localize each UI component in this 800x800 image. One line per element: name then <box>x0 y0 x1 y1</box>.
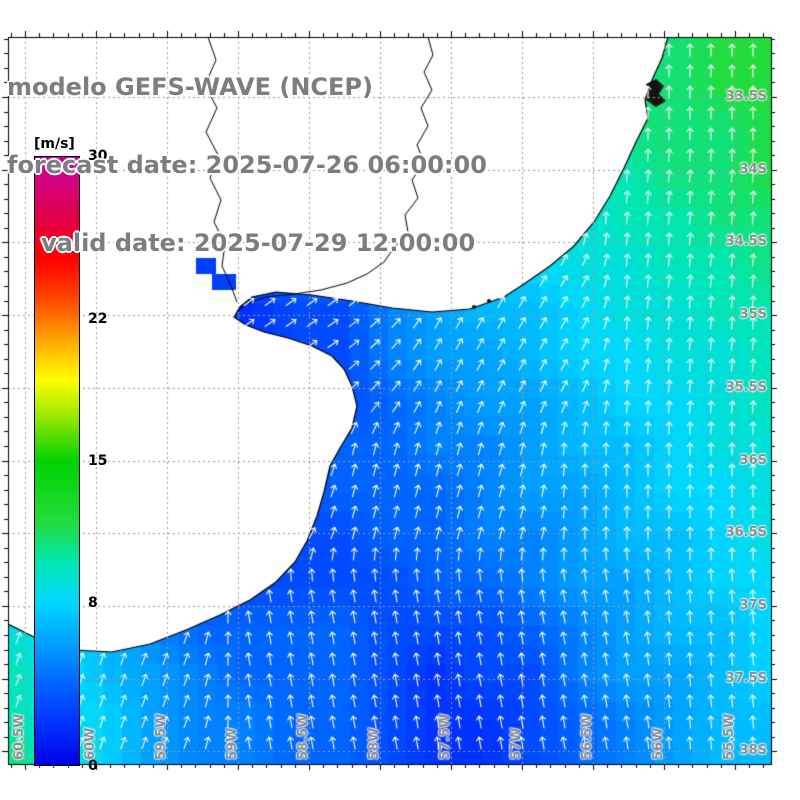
longitude-label: 59.5W <box>154 713 169 760</box>
colorbar-unit-label: [m/s] <box>34 136 75 152</box>
title-block: modelo GEFS-WAVE (NCEP) forecast date: 2… <box>7 22 487 308</box>
latitude-label: 36.5S <box>725 525 767 541</box>
latitude-label: 33.5S <box>725 89 767 104</box>
longitude-label: 57W <box>509 727 524 760</box>
longitude-label: 56.5W <box>580 713 595 760</box>
longitude-label: 60.5W <box>12 713 27 760</box>
longitude-label: 57.5W <box>438 713 453 760</box>
longitude-label: 59W <box>225 727 240 760</box>
latitude-label: 34.5S <box>725 234 767 250</box>
colorbar-tick-label: 22 <box>88 310 108 327</box>
colorbar-tick-label: 30 <box>88 148 108 164</box>
longitude-label: 55.5W <box>722 713 737 760</box>
model-title: modelo GEFS-WAVE (NCEP) <box>7 73 373 101</box>
valid-date-line: valid date: 2025-07-29 12:00:00 <box>41 229 476 257</box>
forecast-date-line: forecast date: 2025-07-26 06:00:00 <box>7 151 487 179</box>
latitude-label: 37.5S <box>725 670 767 686</box>
colorbar: [m/s] 30 22 15 8 0 <box>34 136 144 774</box>
colorbar-tick-label: 8 <box>88 595 98 612</box>
colorbar-tick-label: 0 <box>88 758 98 774</box>
latitude-label: 34S <box>739 161 767 177</box>
colorbar-tick-label: 15 <box>88 453 108 469</box>
latitude-label: 35S <box>739 307 767 323</box>
longitude-label: 58.5W <box>296 713 311 760</box>
longitude-label: 56W <box>651 727 666 760</box>
latitude-label: 36S <box>739 452 767 468</box>
longitude-label: 58W <box>367 727 382 760</box>
latitude-label: 37S <box>739 597 767 613</box>
colorbar-gradient <box>34 156 80 766</box>
latitude-label: 35.5S <box>725 379 767 395</box>
latitude-label: 38S <box>739 743 767 759</box>
